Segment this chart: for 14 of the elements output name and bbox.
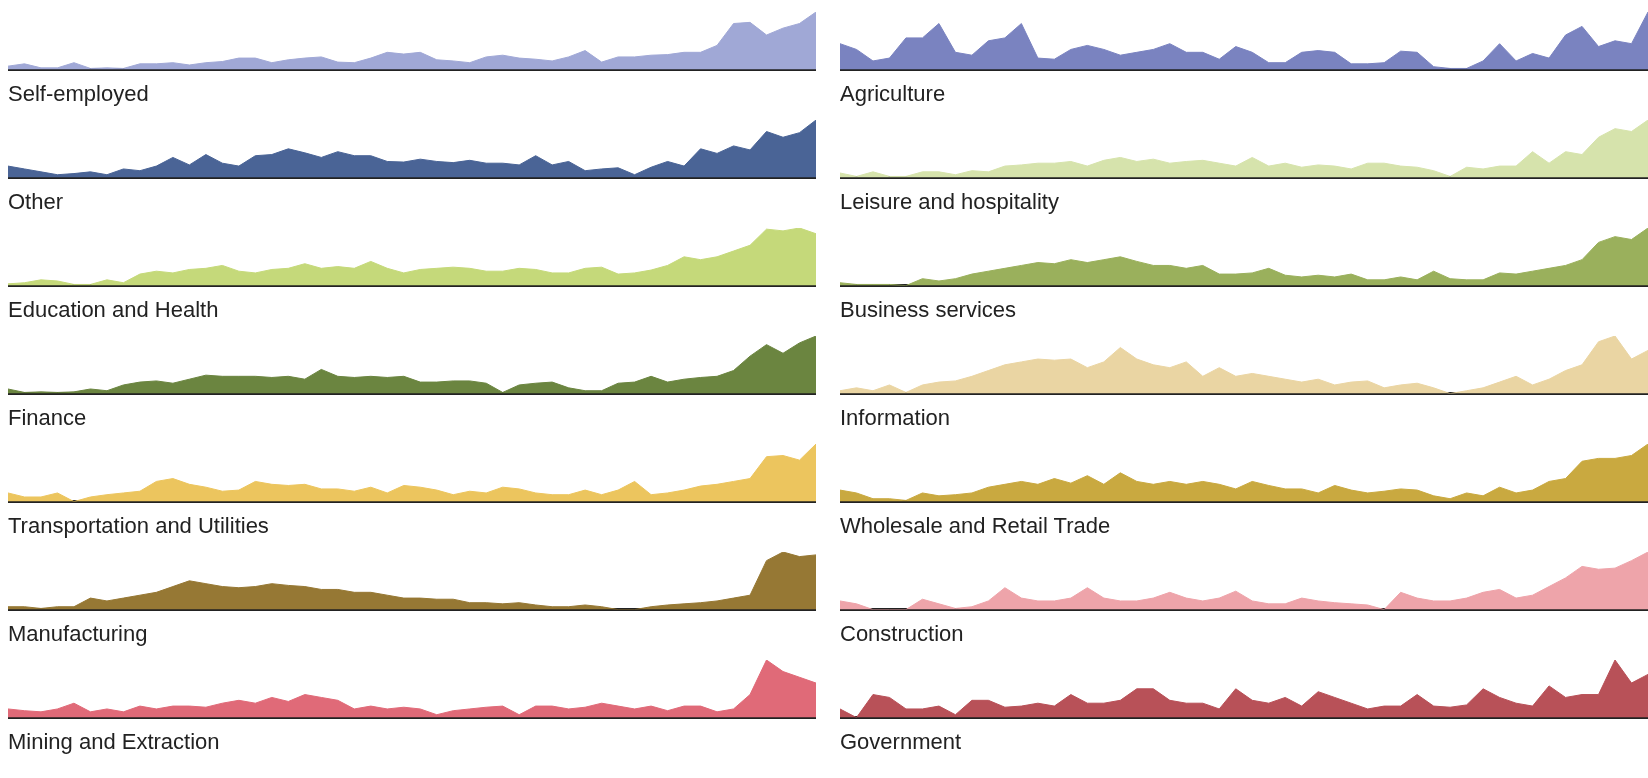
text: Government	[840, 728, 962, 754]
text: Agriculture	[840, 80, 946, 106]
text: Leisure and hospitality	[840, 188, 1059, 214]
text: Education and Health	[8, 296, 219, 322]
text: Construction	[840, 620, 964, 646]
text: Self-employed	[8, 80, 149, 106]
text: Transportation and Utilities	[8, 512, 269, 538]
text: Finance	[8, 404, 87, 430]
text: Manufacturing	[8, 620, 148, 646]
text: Business services	[840, 296, 1017, 322]
text: Mining and Extraction	[8, 728, 220, 754]
text: Other	[8, 188, 64, 214]
text: Information	[840, 404, 951, 430]
text: Wholesale and Retail Trade	[840, 512, 1111, 538]
